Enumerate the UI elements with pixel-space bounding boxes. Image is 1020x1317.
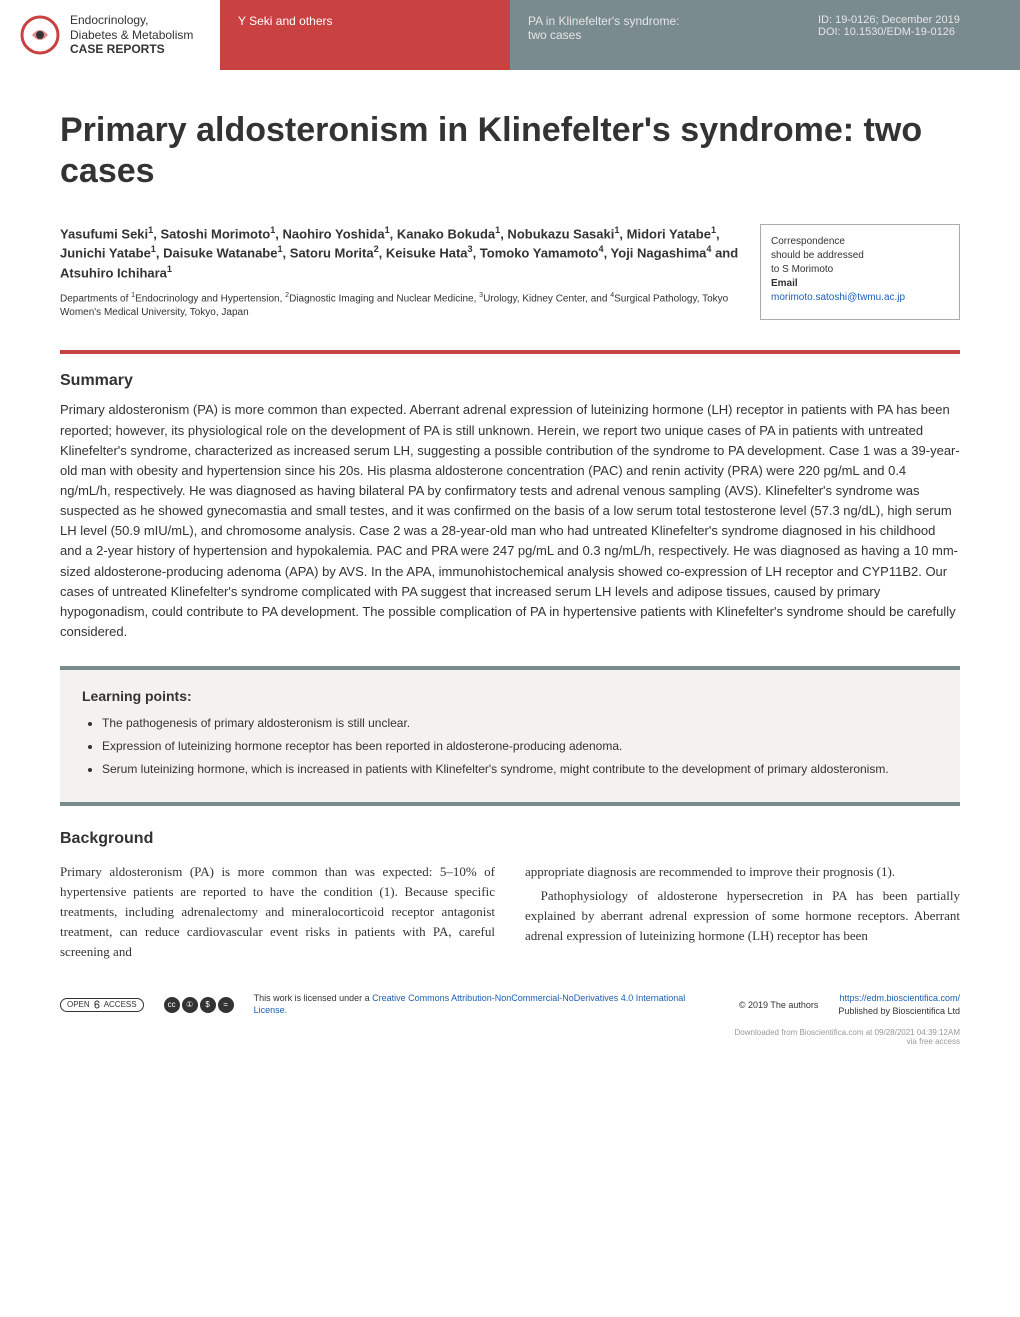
summary-text: Primary aldosteronism (PA) is more commo… [60,400,960,642]
corr-line2: should be addressed [771,249,949,263]
oa-open: OPEN ACCESS [60,998,144,1012]
open-access-badge: OPEN ACCESS [60,998,144,1012]
corr-email-label: Email [771,277,949,291]
cc-icon: cc [164,997,180,1013]
logo-section: Endocrinology, Diabetes & Metabolism CAS… [0,0,220,70]
summary-section: Summary Primary aldosteronism (PA) is mo… [0,364,1020,650]
learning-item: The pathogenesis of primary aldosteronis… [102,714,938,733]
background-p2: appropriate diagnosis are recommended to… [525,862,960,882]
footer-license: This work is licensed under a Creative C… [254,993,719,1016]
via-line: via free access [60,1037,960,1046]
journal-logo-text: Endocrinology, Diabetes & Metabolism CAS… [70,13,193,56]
publisher-name: Published by Bioscientifica Ltd [838,1005,960,1018]
footer-right: https://edm.bioscientifica.com/ Publishe… [838,992,960,1017]
nc-icon: $ [200,997,216,1013]
by-icon: ① [182,997,198,1013]
learning-list: The pathogenesis of primary aldosteronis… [82,714,938,780]
summary-heading: Summary [60,372,960,390]
author-block: Yasufumi Seki1, Satoshi Morimoto1, Naohi… [0,212,1020,341]
footer: OPEN ACCESS cc ① $ = This work is licens… [0,962,1020,1027]
corr-line1: Correspondence [771,235,949,249]
divider-red [60,350,960,354]
title-block: Primary aldosteronism in Klinefelter's s… [0,70,1020,212]
background-col1: Primary aldosteronism (PA) is more commo… [60,862,495,963]
background-columns: Primary aldosteronism (PA) is more commo… [0,862,1020,963]
journal-logo-icon [20,15,60,55]
logo-line3: CASE REPORTS [70,42,193,56]
corr-line3: to S Morimoto [771,263,949,277]
affiliations: Departments of 1Endocrinology and Hypert… [60,291,740,320]
learning-points-box: Learning points: The pathogenesis of pri… [60,666,960,806]
footer-copyright: © 2019 The authors [739,1000,819,1010]
header-mid: Y Seki and others PA in Klinefelter's sy… [220,0,800,70]
cc-badges: cc ① $ = [164,997,234,1013]
license-text: This work is licensed under a [254,993,373,1003]
corr-email[interactable]: morimoto.satoshi@twmu.ac.jp [771,291,949,305]
short-title-1: PA in Klinefelter's syndrome: [528,14,782,28]
header-short-title: PA in Klinefelter's syndrome: two cases [510,0,800,70]
logo-line1: Endocrinology, [70,13,193,27]
background-p1: Primary aldosteronism (PA) is more commo… [60,862,495,963]
logo-line2: Diabetes & Metabolism [70,28,193,42]
article-title: Primary aldosteronism in Klinefelter's s… [60,110,960,192]
background-p3: Pathophysiology of aldosterone hypersecr… [525,886,960,946]
header-authors-short: Y Seki and others [220,0,510,70]
download-line: Downloaded from Bioscientifica.com at 09… [60,1028,960,1037]
authors-left: Yasufumi Seki1, Satoshi Morimoto1, Naohi… [60,224,740,321]
download-note: Downloaded from Bioscientifica.com at 09… [0,1028,1020,1056]
background-heading: Background [60,830,960,848]
background-section: Background [0,822,1020,862]
article-id: ID: 19-0126; December 2019 [818,14,1002,26]
learning-item: Serum luteinizing hormone, which is incr… [102,760,938,779]
short-title-2: two cases [528,28,782,42]
authors-names: Yasufumi Seki1, Satoshi Morimoto1, Naohi… [60,224,740,283]
learning-item: Expression of luteinizing hormone recept… [102,737,938,756]
nd-icon: = [218,997,234,1013]
publisher-url[interactable]: https://edm.bioscientifica.com/ [838,992,960,1005]
header-bar: Endocrinology, Diabetes & Metabolism CAS… [0,0,1020,70]
correspondence-box: Correspondence should be addressed to S … [760,224,960,321]
background-col2: appropriate diagnosis are recommended to… [525,862,960,963]
header-id-block: ID: 19-0126; December 2019 DOI: 10.1530/… [800,0,1020,70]
article-doi: DOI: 10.1530/EDM-19-0126 [818,26,1002,38]
learning-heading: Learning points: [82,688,938,704]
